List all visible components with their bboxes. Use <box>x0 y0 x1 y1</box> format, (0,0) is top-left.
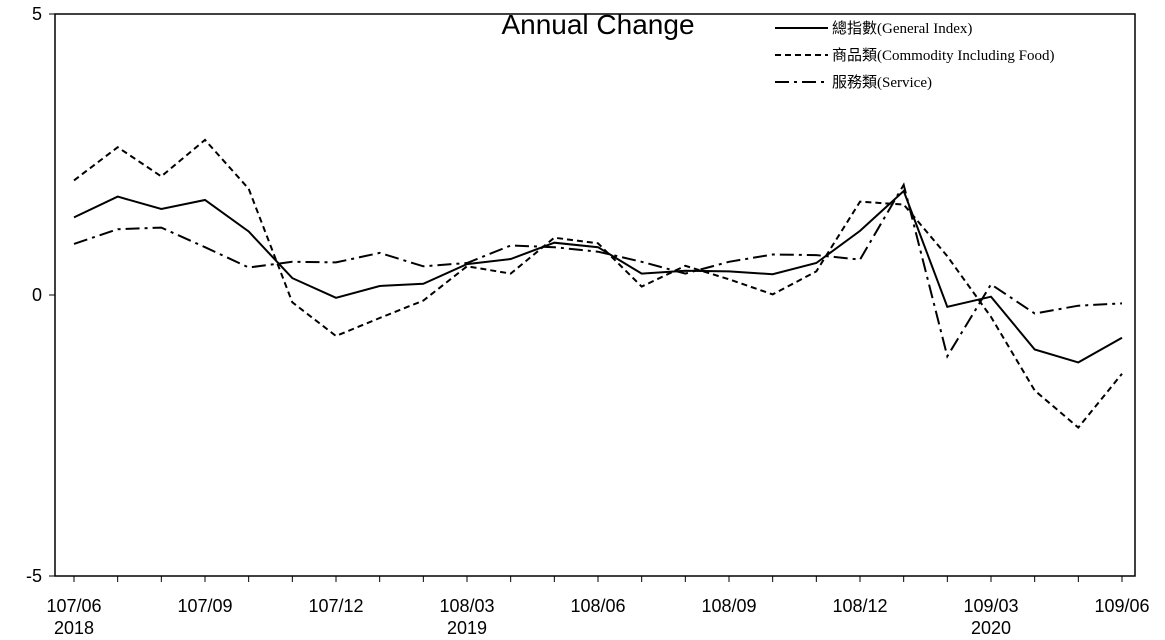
series-lines <box>73 138 1123 430</box>
y-axis: 5 0 -5 <box>26 4 55 586</box>
y-tick-label: -5 <box>26 566 42 586</box>
x-year-label: 2019 <box>447 618 487 638</box>
legend-label: 商品類(Commodity Including Food) <box>832 47 1055 64</box>
x-tick-label: 108/12 <box>832 596 887 616</box>
x-tick-label: 107/12 <box>308 596 363 616</box>
x-tick-label: 108/03 <box>439 596 494 616</box>
series-line-dashdot <box>73 182 1123 359</box>
y-tick-label: 0 <box>32 285 42 305</box>
x-tick-label: 107/06 <box>46 596 101 616</box>
plot-frame <box>54 13 1136 577</box>
x-tick-label: 108/09 <box>701 596 756 616</box>
x-tick-label: 109/03 <box>963 596 1018 616</box>
legend-label: 服務類(Service) <box>832 74 932 91</box>
series-line-solid <box>73 189 1123 364</box>
x-tick-label: 108/06 <box>570 596 625 616</box>
x-tick-label: 109/06 <box>1094 596 1149 616</box>
legend-label: 總指數(General Index) <box>832 19 972 37</box>
y-tick-label: 5 <box>32 4 42 24</box>
legend: 總指數(General Index) 商品類(Commodity Includin… <box>775 19 1055 91</box>
x-tick-label: 107/09 <box>177 596 232 616</box>
x-year-label: 2020 <box>971 618 1011 638</box>
series-line-dashed <box>73 138 1123 430</box>
x-year-label: 2018 <box>54 618 94 638</box>
